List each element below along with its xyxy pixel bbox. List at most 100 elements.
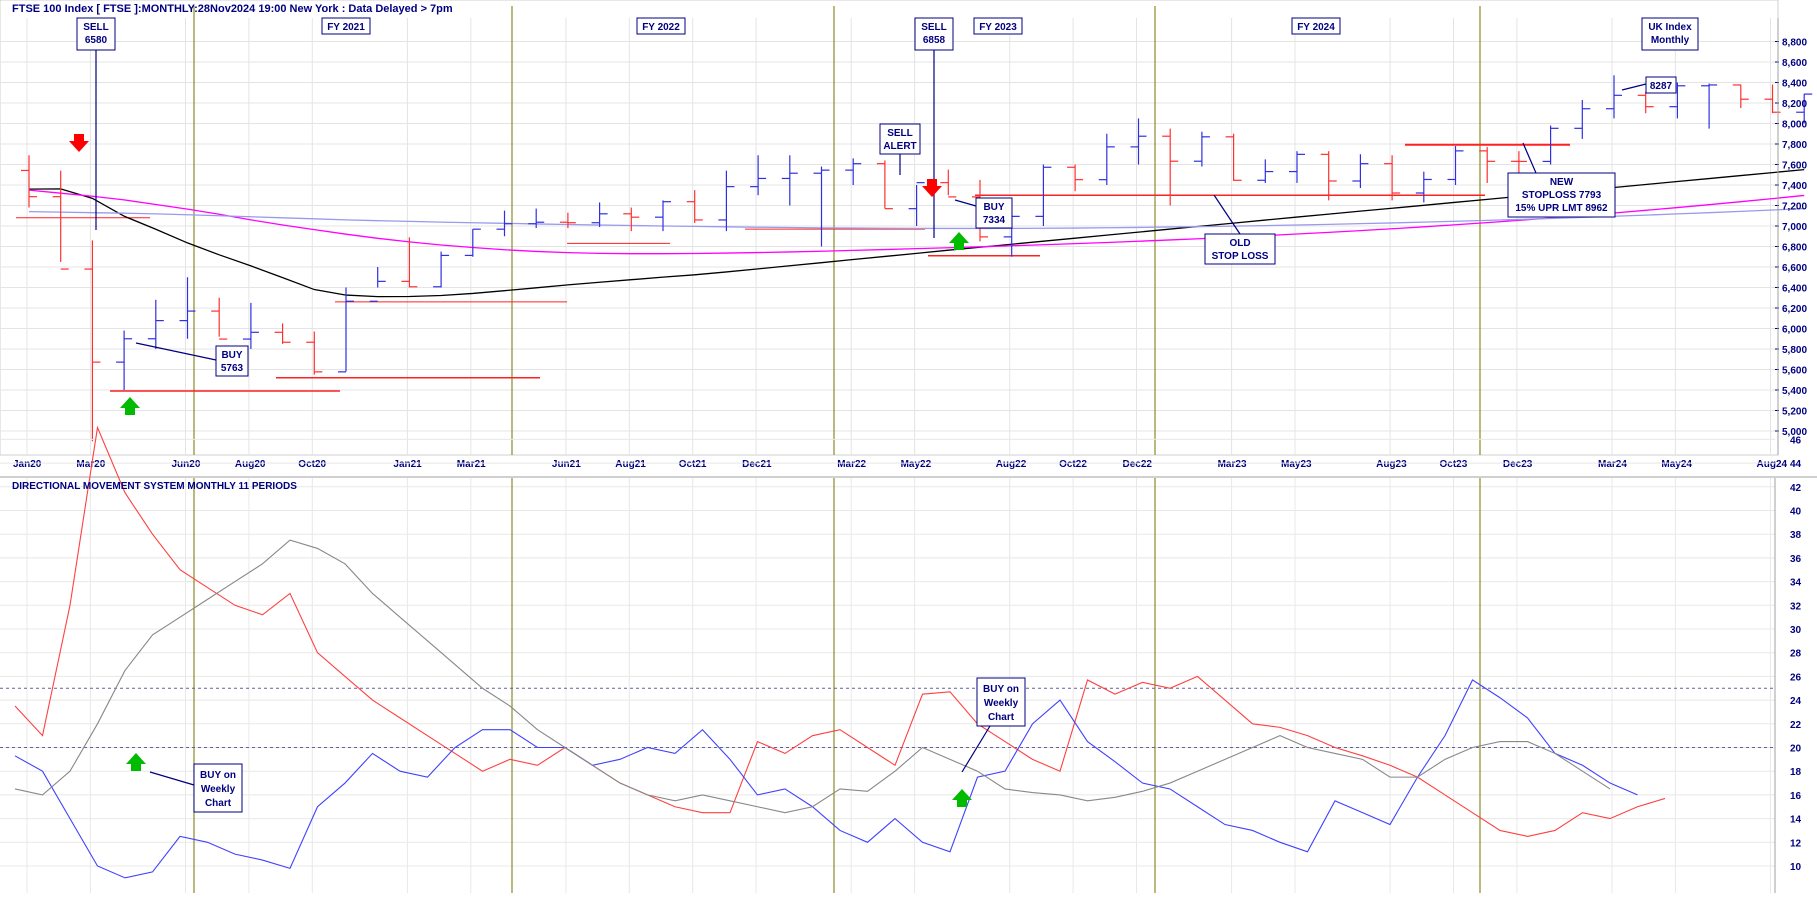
moving-average-line xyxy=(28,189,1805,255)
ohlc-bar xyxy=(1701,83,1718,129)
ohlc-bar xyxy=(845,158,862,185)
indicator-y-tick-label: 38 xyxy=(1790,530,1802,541)
price-x-tick-label: Mar21 xyxy=(457,459,486,470)
moving-average-line xyxy=(28,207,1805,230)
stop-loss-lines xyxy=(16,143,1570,392)
price-x-tick-label: Aug24 xyxy=(1757,459,1788,470)
price-x-tick-label: Aug21 xyxy=(615,459,646,470)
indicator-y-tick-label: 16 xyxy=(1790,791,1802,802)
price-y-tick-label: 7,600 xyxy=(1782,161,1807,172)
annotation-text: NEW xyxy=(1550,177,1574,188)
indicator-y-tick-label: 32 xyxy=(1790,601,1802,612)
indicator-series-line xyxy=(14,539,1611,814)
ohlc-bar xyxy=(559,212,576,229)
annotation-text: 5763 xyxy=(221,363,244,374)
ohlc-bar xyxy=(242,302,259,349)
fiscal-year-label-box xyxy=(321,17,371,35)
price-y-tick-label: 6,200 xyxy=(1782,304,1807,315)
price-y-tick-label: 8,400 xyxy=(1782,79,1807,90)
annotation-box xyxy=(975,197,1013,229)
indicator-grid xyxy=(0,438,1775,893)
annotation-text: BUY xyxy=(983,202,1004,213)
indicator-reference-lines xyxy=(0,687,1775,748)
indicator-series xyxy=(14,425,1666,879)
price-y-tick-label: 8,200 xyxy=(1782,99,1807,110)
fiscal-year-label-box xyxy=(636,17,686,35)
ohlc-bar xyxy=(179,277,196,339)
price-y-tick-label: 6,600 xyxy=(1782,263,1807,274)
indicator-annotation-text: Chart xyxy=(988,712,1015,723)
ohlc-bar xyxy=(1415,171,1432,203)
annotation-text: UK Index xyxy=(1648,22,1692,33)
ohlc-bar xyxy=(908,182,925,226)
price-y-tick-label: 7,200 xyxy=(1782,202,1807,213)
indicator-series-line xyxy=(14,679,1638,879)
fiscal-year-label: FY 2022 xyxy=(642,22,680,33)
price-x-tick-label: Oct20 xyxy=(298,459,326,470)
annotations: SELL 6580 BUY 5763 SELL ALERT SELL 6858 BUY 7334 O… xyxy=(69,17,1699,415)
annotation-text: ALERT xyxy=(883,141,916,152)
indicator-y-tick-label: 20 xyxy=(1790,744,1802,755)
annotation-text: STOPLOSS 7793 xyxy=(1522,190,1602,201)
fiscal-year-label-box xyxy=(973,17,1023,35)
price-y-tick-label: 5,200 xyxy=(1782,407,1807,418)
price-panel-frame xyxy=(0,0,1779,456)
indicator-y-axis: 10 12 14 16 18 20 22 24 26 28 30 32 34 36 38 40 42 44 46 xyxy=(1774,435,1802,893)
ohlc-bar xyxy=(1479,147,1496,183)
ohlc-bar xyxy=(528,208,545,229)
price-x-tick-label: Dec21 xyxy=(742,459,772,470)
fiscal-year-label: FY 2021 xyxy=(327,22,365,33)
ohlc-bar xyxy=(655,200,671,232)
ohlc-bar xyxy=(1035,164,1052,226)
ohlc-bar xyxy=(940,169,957,198)
price-y-tick-label: 5,800 xyxy=(1782,345,1807,356)
annotation-text: 7334 xyxy=(983,215,1006,226)
price-y-tick-label: 6,000 xyxy=(1782,325,1807,336)
annotation: BUY 5763 xyxy=(135,342,249,377)
price-y-axis: 5,000 5,200 5,400 5,600 5,800 6,000 6,200 6,400… xyxy=(1775,18,1807,455)
price-x-tick-label: Jun21 xyxy=(552,459,581,470)
indicator-y-tick-label: 46 xyxy=(1790,435,1802,446)
ohlc-bar xyxy=(718,170,735,232)
ohlc-bar xyxy=(1447,146,1464,185)
annotation: SELL 6858 xyxy=(914,17,954,238)
fiscal-year-label: FY 2024 xyxy=(1297,22,1335,33)
ohlc-bar xyxy=(338,287,354,373)
indicator-y-tick-label: 40 xyxy=(1790,507,1802,518)
price-x-tick-label: Dec22 xyxy=(1123,459,1153,470)
ohlc-bar xyxy=(1193,131,1210,167)
price-x-tick-label: Mar20 xyxy=(76,459,105,470)
ohlc-bar xyxy=(1764,84,1781,114)
annotation-leader xyxy=(1522,142,1537,174)
indicator-y-tick-label: 26 xyxy=(1790,672,1802,683)
price-x-tick-label: Mar22 xyxy=(837,459,866,470)
price-y-tick-label: 7,000 xyxy=(1782,222,1807,233)
indicator-y-tick-label: 18 xyxy=(1790,767,1802,778)
annotation-text: Monthly xyxy=(1651,35,1690,46)
price-y-tick-label: 8,000 xyxy=(1782,120,1807,131)
ohlc-bar xyxy=(813,166,830,247)
ohlc-bar xyxy=(750,155,767,196)
annotation-box xyxy=(1641,17,1699,51)
annotation-text: 6580 xyxy=(85,35,108,46)
annotation-box xyxy=(1507,172,1616,218)
ohlc-bar xyxy=(1320,151,1337,201)
buy-arrow-icon xyxy=(120,397,140,415)
price-y-tick-label: 6,800 xyxy=(1782,243,1807,254)
indicator-y-tick-label: 22 xyxy=(1790,720,1802,731)
ohlc-bar xyxy=(433,251,450,288)
indicator-y-tick-label: 12 xyxy=(1790,838,1802,849)
annotation: SELL 6580 xyxy=(76,17,116,230)
ohlc-bar xyxy=(1637,91,1654,114)
ohlc-bar xyxy=(496,210,513,237)
ohlc-bar xyxy=(147,299,164,349)
price-x-tick-label: Dec23 xyxy=(1503,459,1533,470)
ohlc-bar xyxy=(1542,125,1559,165)
fiscal-year-label-box xyxy=(1291,17,1341,35)
indicator-y-tick-label: 44 xyxy=(1790,459,1802,470)
price-y-tick-label: 7,400 xyxy=(1782,181,1807,192)
fiscal-year-lines: FY 2021 FY 2022 FY 2023 FY 2024 xyxy=(193,6,1481,455)
annotation-box xyxy=(1204,233,1276,265)
ohlc-bar xyxy=(686,190,703,223)
indicator-y-tick-label: 36 xyxy=(1790,554,1802,565)
